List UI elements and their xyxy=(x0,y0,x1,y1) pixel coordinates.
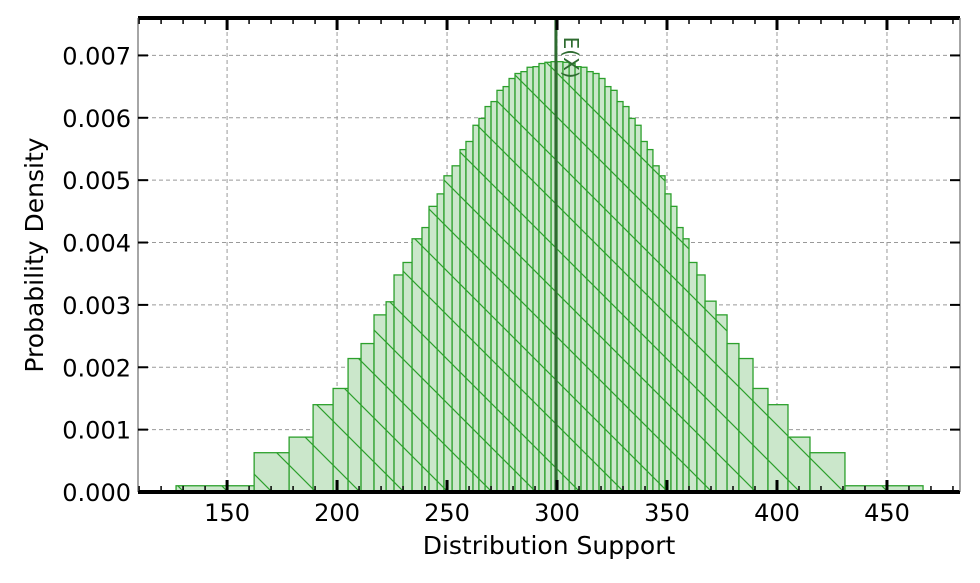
histogram-bar-outline xyxy=(580,66,588,493)
histogram-bar-outline xyxy=(532,65,540,493)
histogram-bar-outline xyxy=(696,274,706,493)
histogram-bar-outline xyxy=(592,72,600,493)
histogram-bar-outline xyxy=(520,70,528,493)
histogram-bar-outline xyxy=(646,148,654,493)
histogram-bar-outline xyxy=(484,105,492,493)
histogram-bar-outline xyxy=(544,61,552,493)
expected-value-label: E(X) xyxy=(559,37,583,79)
histogram-bar-outline xyxy=(704,300,717,493)
x-tick-label: 350 xyxy=(644,499,690,527)
histogram-bar-outline xyxy=(514,72,522,493)
histogram-bar-outline xyxy=(664,193,672,493)
x-tick-label: 450 xyxy=(864,499,910,527)
histogram-bar-outline xyxy=(658,175,666,493)
y-tick-label: 0.000 xyxy=(62,479,131,507)
x-tick-label: 300 xyxy=(534,499,580,527)
y-tick-label: 0.004 xyxy=(62,230,131,258)
histogram-bar-outline xyxy=(496,89,504,493)
histogram-bar-outline xyxy=(622,105,630,493)
histogram-bar-outline xyxy=(809,452,846,493)
histogram-bar-outline xyxy=(288,436,314,493)
histogram-bar-outline xyxy=(574,65,582,493)
histogram-bar-outline xyxy=(478,117,486,493)
histogram-bar-outline xyxy=(652,165,660,493)
histogram-bar-outline xyxy=(787,436,811,493)
x-tick-label: 250 xyxy=(424,499,470,527)
axes: 150 200 250 300 350 400 450 0.000 0.001 0.002 0.00… xyxy=(62,16,961,527)
bars xyxy=(175,61,924,493)
y-tick-label: 0.006 xyxy=(62,105,131,133)
histogram-bar-outline xyxy=(738,357,754,493)
histogram-bar-outline xyxy=(682,238,690,493)
histogram-bar-outline xyxy=(472,124,480,493)
histogram-bar-outline xyxy=(568,62,576,493)
histogram-bar-outline xyxy=(670,205,678,493)
histogram-bar-outline xyxy=(634,124,642,493)
histogram-bar-outline xyxy=(640,140,648,493)
histogram-bar-outline xyxy=(402,261,413,493)
x-tick-label: 150 xyxy=(204,499,250,527)
histogram-bar-outline xyxy=(332,387,349,493)
histogram-bar-outline xyxy=(465,140,474,493)
histogram-bar-outline xyxy=(767,404,789,493)
histogram-bar-outline xyxy=(428,205,438,493)
histogram-bar-outline xyxy=(373,314,387,493)
histogram-bar-outline xyxy=(616,100,624,493)
histogram-bar-outline xyxy=(586,70,594,493)
y-axis-label: Probability Density xyxy=(20,137,49,372)
y-tick-label: 0.007 xyxy=(62,42,131,70)
histogram-bar-outline xyxy=(253,452,290,493)
histogram-bar-outline xyxy=(508,77,516,493)
y-tick-label: 0.001 xyxy=(62,417,131,445)
histogram-bar-outline xyxy=(538,62,546,493)
histogram-bar-outline xyxy=(436,193,445,493)
x-tick-label: 200 xyxy=(314,499,360,527)
y-tick-label: 0.003 xyxy=(62,292,131,320)
histogram-bar-outline xyxy=(312,404,334,493)
histogram-bar-outline xyxy=(393,274,404,493)
histogram-bar-outline xyxy=(688,261,698,493)
histogram-bar-outline xyxy=(604,85,612,493)
histogram-bar-outline xyxy=(628,117,636,493)
histogram-bar-outline xyxy=(385,301,395,493)
histogram-bar-outline xyxy=(490,100,498,493)
y-tick-label: 0.005 xyxy=(62,167,131,195)
histogram-bar-outline xyxy=(562,61,570,493)
histogram-bar-outline xyxy=(459,148,467,493)
histogram-bar-outline xyxy=(752,387,769,493)
histogram-bar-outline xyxy=(676,226,684,493)
histogram-bar-outline xyxy=(411,238,423,493)
annotations: E(X) xyxy=(554,18,583,492)
histogram-bar-outline xyxy=(451,165,461,493)
y-tick-label: 0.002 xyxy=(62,354,131,382)
histogram-bar-outline xyxy=(598,77,606,493)
histogram-bar-outline xyxy=(502,85,510,493)
x-axis-label: Distribution Support xyxy=(423,531,676,560)
x-tick-label: 400 xyxy=(754,499,800,527)
histogram-bar-outline xyxy=(610,89,618,493)
histogram-bar-outline xyxy=(421,226,430,493)
histogram-bar-outline xyxy=(360,342,375,493)
histogram-bar-outline xyxy=(443,175,453,493)
histogram-bar-outline xyxy=(556,61,564,493)
histogram-bar-outline xyxy=(526,66,534,493)
histogram-bar-outline xyxy=(726,342,740,493)
histogram-bar-outline xyxy=(715,314,728,493)
histogram-bar-outline xyxy=(347,357,362,493)
